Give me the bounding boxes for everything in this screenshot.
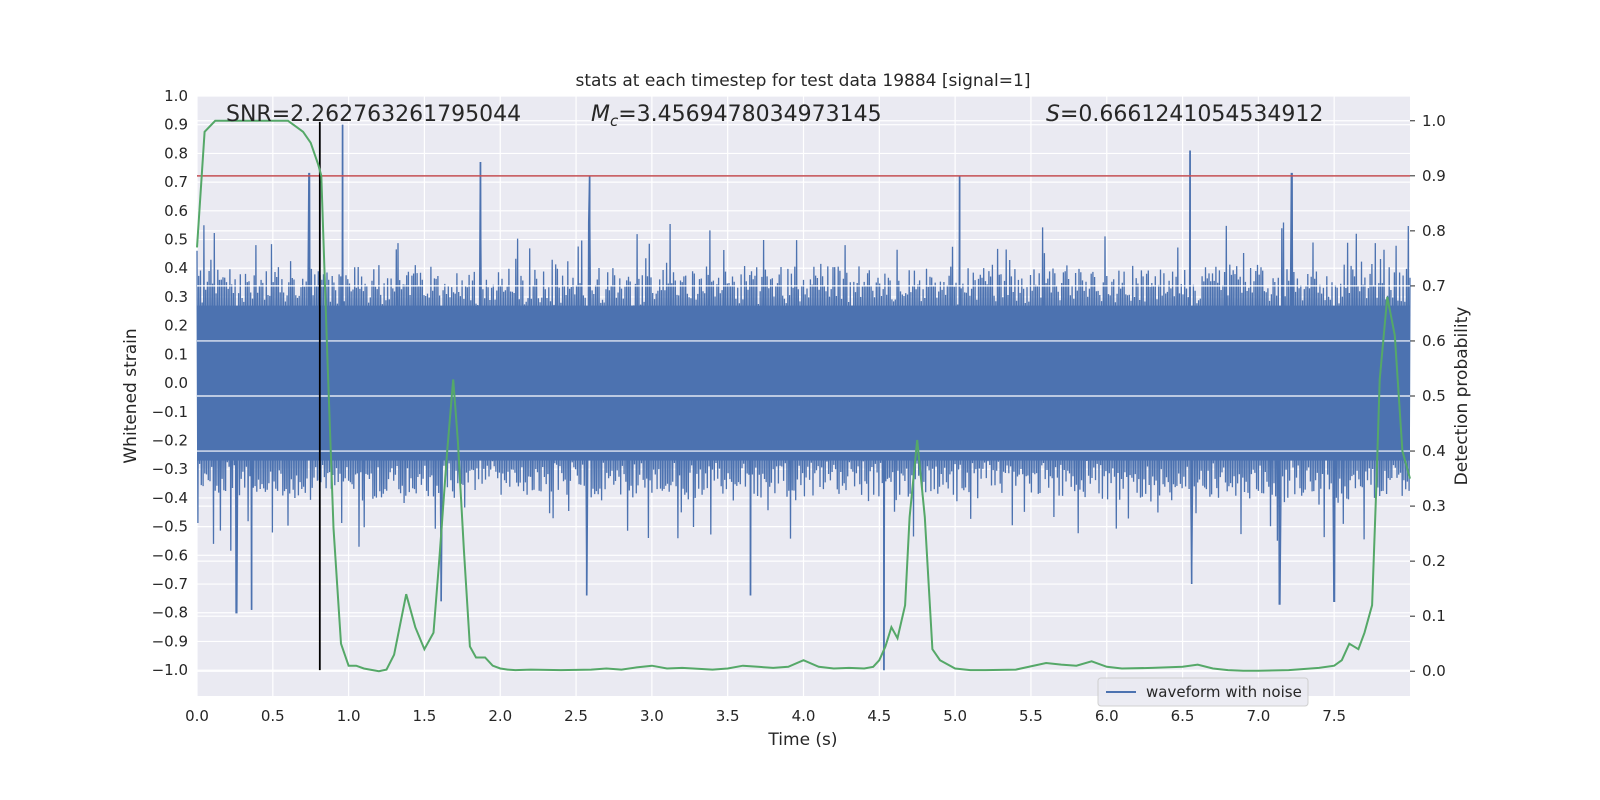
legend: waveform with noise <box>1097 677 1309 707</box>
s-value: =0.6661241054534912 <box>1060 102 1323 127</box>
legend-label: waveform with noise <box>1146 683 1302 701</box>
y-tick-label: −0.6 <box>152 546 188 564</box>
y2-tick-label: 0.4 <box>1422 442 1446 460</box>
chart-title: stats at each timestep for test data 198… <box>576 71 1031 91</box>
chirp-mass-annotation: Mc=3.4569478034973145 <box>591 102 882 130</box>
chirp-mass-symbol: M <box>591 102 610 127</box>
y2-tick-label: 0.8 <box>1422 222 1446 240</box>
x-tick-label: 5.0 <box>943 707 967 725</box>
snr-annotation: SNR=2.262763261795044 <box>226 102 521 127</box>
y-tick-label: −1.0 <box>152 661 188 679</box>
x-tick-label: 0.5 <box>261 707 285 725</box>
y-tick-label: −0.7 <box>152 575 188 593</box>
y-tick-label: 1.0 <box>164 87 188 105</box>
x-tick-label: 6.0 <box>1095 707 1119 725</box>
x-tick-label: 7.5 <box>1322 707 1346 725</box>
x-tick-label: 2.5 <box>564 707 588 725</box>
legend-box <box>1097 677 1309 707</box>
y2-tick-label: 0.7 <box>1422 277 1446 295</box>
y2-tick-label: 0.6 <box>1422 332 1446 350</box>
y-tick-label: 0.4 <box>164 259 188 277</box>
x-tick-label: 5.5 <box>1019 707 1043 725</box>
y-tick-label: 0.0 <box>164 374 188 392</box>
strain-series <box>196 124 1411 671</box>
y-tick-label: −0.5 <box>152 518 188 536</box>
x-tick-label: 1.5 <box>413 707 437 725</box>
detection-probability-line <box>196 119 1411 673</box>
s-symbol: S <box>1046 102 1060 127</box>
x-tick-label: 3.5 <box>716 707 740 725</box>
y-axis-label: Whitened strain <box>121 328 141 463</box>
y-tick-label: −0.8 <box>152 604 188 622</box>
y2-tick-label: 0.5 <box>1422 387 1446 405</box>
y-tick-label: −0.9 <box>152 632 188 650</box>
strain-band <box>197 305 1410 461</box>
x-axis-label: Time (s) <box>767 730 837 750</box>
x-tick-label: 0.0 <box>185 707 209 725</box>
y-tick-label: 0.8 <box>164 144 188 162</box>
y-tick-labels: 1.0 0.9 0.8 0.7 0.6 0.5 0.4 0.3 0.2 0.1 0.0 −0.1 −0.… <box>152 87 188 679</box>
chirp-mass-value: =3.4569478034973145 <box>618 102 881 127</box>
y-tick-label: 0.7 <box>164 173 188 191</box>
y-tick-label: 0.3 <box>164 288 188 306</box>
y-tick-label: −0.1 <box>152 403 188 421</box>
y-tick-label: 0.5 <box>164 231 188 249</box>
chirp-mass-subscript: c <box>610 112 619 130</box>
y-tick-label: 0.1 <box>164 345 188 363</box>
y-tick-label: 0.2 <box>164 317 188 335</box>
y-tick-label: −0.4 <box>152 489 188 507</box>
x-tick-label: 6.5 <box>1171 707 1195 725</box>
y2-tick-labels: 1.0 0.9 0.8 0.7 0.6 0.5 0.4 0.3 0.2 0.1 0.0 <box>1422 112 1446 680</box>
y2-axis-label: Detection probability <box>1452 307 1472 486</box>
x-tick-label: 4.0 <box>792 707 816 725</box>
y2-tick-label: 0.0 <box>1422 662 1446 680</box>
overlay-lines <box>196 119 1411 673</box>
y2-tick-label: 0.9 <box>1422 167 1446 185</box>
x-tick-labels: 0.0 0.5 1.0 1.5 2.0 2.5 3.0 3.5 4.0 4.5 5.0 5.5 6.0 6… <box>185 707 1346 725</box>
y-tick-label: −0.3 <box>152 460 188 478</box>
y2-tick-label: 0.1 <box>1422 607 1446 625</box>
y-tick-label: −0.2 <box>152 431 188 449</box>
y2-tick-label: 0.3 <box>1422 497 1446 515</box>
x-tick-label: 7.0 <box>1246 707 1270 725</box>
x-tick-label: 2.0 <box>488 707 512 725</box>
y-tick-label: 0.6 <box>164 202 188 220</box>
y2-tick-label: 1.0 <box>1422 112 1446 130</box>
y-tick-label: 0.9 <box>164 116 188 134</box>
x-tick-label: 4.5 <box>867 707 891 725</box>
x-tick-label: 1.0 <box>337 707 361 725</box>
y2-tick-label: 0.2 <box>1422 552 1446 570</box>
x-tick-label: 3.0 <box>640 707 664 725</box>
s-annotation: S=0.6661241054534912 <box>1046 102 1323 127</box>
